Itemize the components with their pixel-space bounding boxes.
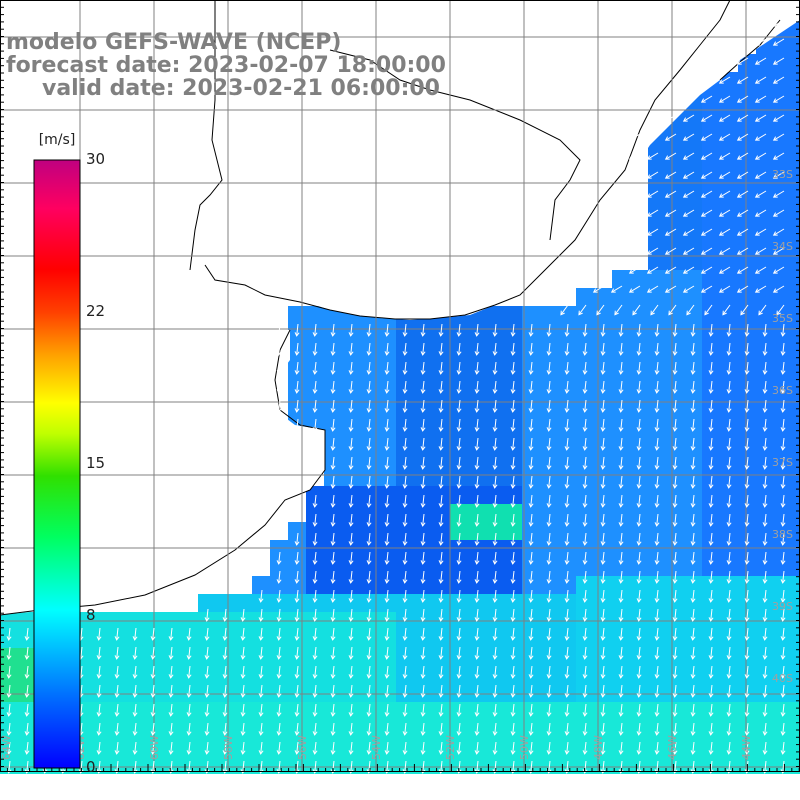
- colorbar-unit-label: [m/s]: [38, 132, 76, 148]
- wind-direction-arrows: [6, 19, 786, 774]
- colorbar-tick-label: 15: [86, 454, 106, 472]
- longitude-label: 58W: [222, 735, 235, 760]
- latitude-label: 34S: [772, 240, 793, 253]
- latitude-labels: 33S 34S 35S 36S 37S 38S 39S 40S: [772, 168, 793, 685]
- longitude-label: 64W: [0, 735, 13, 760]
- colorbar: [33, 159, 81, 769]
- colorbar-tick-label: 22: [86, 302, 106, 320]
- forecast-date: forecast date: 2023-02-07 18:00:00: [6, 53, 446, 78]
- latitude-label: 36S: [772, 384, 793, 397]
- latitude-label: 37S: [772, 456, 793, 469]
- latitude-label: 35S: [772, 312, 793, 325]
- latitude-label: 40S: [772, 672, 793, 685]
- longitude-label: 48W: [592, 735, 605, 760]
- longitude-label: 54W: [370, 735, 383, 760]
- longitude-label: 50W: [518, 735, 531, 760]
- model-title: modelo GEFS-WAVE (NCEP): [6, 30, 342, 55]
- coastline: [0, 0, 781, 616]
- longitude-label: 52W: [444, 735, 457, 760]
- longitude-labels: 64W62W60W58W56W54W52W50W48W46W44W: [0, 735, 753, 760]
- longitude-label: 44W: [740, 735, 753, 760]
- colorbar-tick-label: 8: [86, 606, 96, 624]
- latitude-label: 33S: [772, 168, 793, 181]
- colorbar-tick-label: 0: [86, 758, 96, 776]
- colorbar-tick-label: 30: [86, 150, 106, 168]
- longitude-label: 46W: [666, 735, 679, 760]
- longitude-label: 56W: [296, 735, 309, 760]
- latitude-label: 39S: [772, 600, 793, 613]
- latitude-label: 38S: [772, 528, 793, 541]
- longitude-label: 60W: [148, 735, 161, 760]
- valid-date: valid date: 2023-02-21 06:00:00: [42, 76, 440, 101]
- argentina-land: [0, 0, 325, 615]
